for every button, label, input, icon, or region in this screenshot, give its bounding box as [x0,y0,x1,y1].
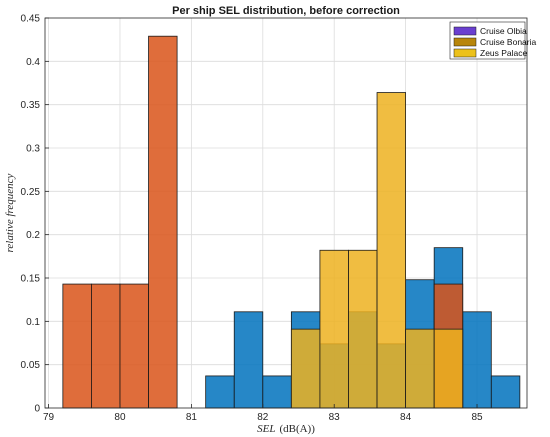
bar-cruise-bonaria [119,283,149,409]
y-tick-label: 0.3 [26,144,40,155]
x-tick-label: 85 [471,412,483,423]
bar-cruise-olbia [205,375,235,409]
legend-swatch [453,26,477,36]
x-axis-label: SEL (dB(A)) [257,423,315,435]
bar-cruise-olbia [262,375,292,409]
bar-cruise-bonaria [62,283,92,409]
plot-frame [44,17,528,409]
bar-zeus-palace [290,328,321,409]
bar-zeus-palace [376,92,407,409]
axis-ticks: 0 0.05 0.1 0.15 0.2 0.25 0.3 0.35 0.4 0.45 79 80 81 8… [21,14,483,424]
x-axis-label-unit: (dB(A)) [279,423,315,435]
bars [62,35,521,409]
y-tick-label: 0 [34,404,40,415]
y-tick-label: 0.2 [26,230,40,241]
bar-zeus-palace [348,249,378,409]
legend-label: Zeus Palace [480,48,528,58]
bar-zeus-palace [319,249,349,409]
bar-cruise-olbia [490,375,521,409]
legend-swatch [453,37,477,47]
x-tick-label: 82 [257,412,269,423]
x-axis-label-main: SEL [257,423,275,435]
x-tick-label: 79 [43,412,55,423]
y-tick-label: 0.4 [26,57,40,68]
y-tick-label: 0.45 [21,14,41,25]
bar-zeus-palace [405,328,435,409]
bar-cruise-olbia [233,311,264,409]
y-tick-label: 0.35 [21,100,41,111]
y-axis-label: relative frequency [4,173,16,252]
x-tick-label: 81 [186,412,198,423]
bar-cruise-bonaria [91,283,121,409]
bar-cruise-bonaria [148,35,178,409]
y-tick-label: 0.05 [21,360,41,371]
legend-swatch [453,48,477,58]
x-tick-label: 84 [400,412,412,423]
x-tick-label: 83 [329,412,341,423]
bar-cruise-olbia [462,311,492,409]
legend-label: Cruise Bonaria [480,37,536,47]
chart-title: Per ship SEL distribution, before correc… [172,5,400,17]
y-tick-label: 0.25 [21,187,41,198]
bar-zeus-palace [433,328,464,409]
x-tick-label: 80 [114,412,126,423]
legend-label: Cruise Olbia [480,26,527,36]
y-tick-label: 0.15 [21,274,41,285]
y-tick-label: 0.1 [26,317,40,328]
